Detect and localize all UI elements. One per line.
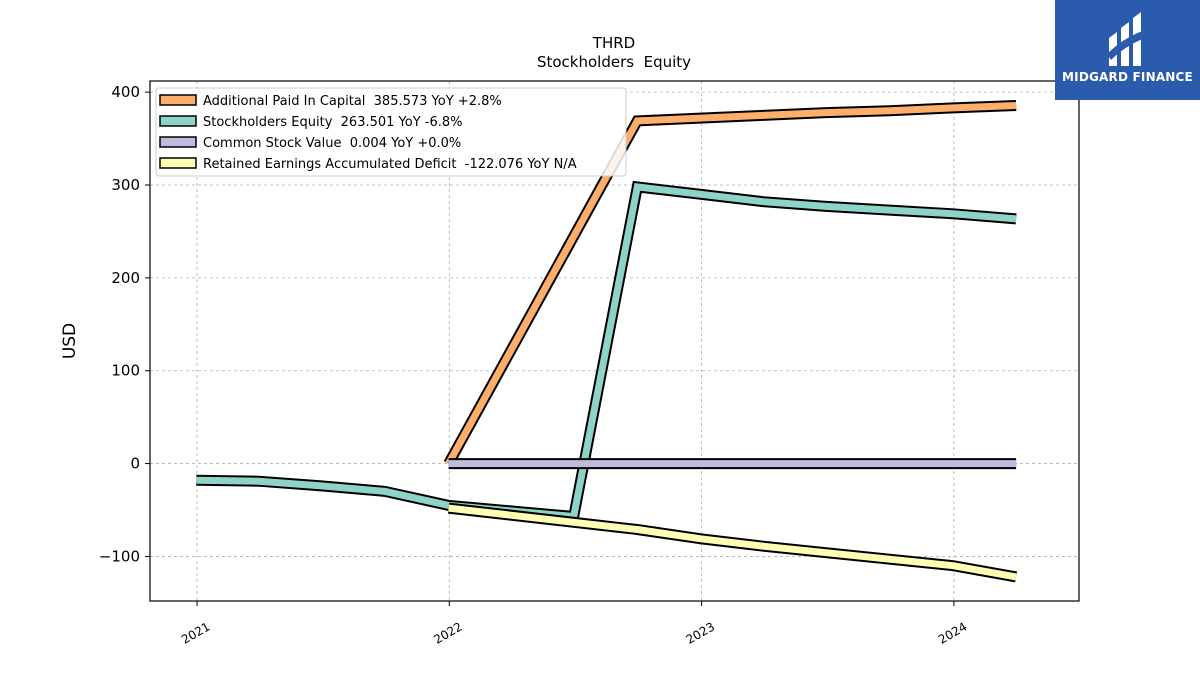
- legend-label: Common Stock Value 0.004 YoY +0.0%: [203, 136, 461, 151]
- y-tick-label: 100: [111, 362, 140, 380]
- plot-frame: [149, 80, 1080, 602]
- midgard-logo-icon: [1107, 12, 1145, 66]
- legend-label: Additional Paid In Capital 385.573 YoY +…: [203, 94, 502, 109]
- series-stockholders-equity: [196, 180, 1017, 523]
- series-line: [445, 102, 1017, 466]
- legend-item: Additional Paid In Capital 385.573 YoY +…: [159, 94, 502, 109]
- legend-label: Retained Earnings Accumulated Deficit -1…: [203, 157, 577, 172]
- y-tick-label: 300: [111, 176, 140, 194]
- series-line: [448, 504, 1017, 581]
- legend-swatch: [159, 115, 197, 127]
- y-tick-label: −100: [99, 547, 140, 565]
- legend-box: [155, 87, 627, 177]
- x-tick-label: 2023: [684, 619, 717, 646]
- y-axis: −100 0 100 200 300 400: [99, 83, 150, 565]
- legend-swatch: [159, 157, 197, 169]
- legend-label: Stockholders Equity 263.501 YoY -6.8%: [203, 115, 463, 130]
- plot-lines: [196, 100, 1018, 583]
- brand-logo: MIDGARD FINANCE: [1055, 0, 1200, 100]
- chart-title: THRD: [592, 34, 635, 52]
- series-additional-paid-in-capital: [443, 100, 1017, 467]
- y-tick-label: 200: [111, 269, 140, 287]
- legend: Additional Paid In Capital 385.573 YoY +…: [155, 87, 627, 177]
- y-tick-label: 0: [130, 455, 140, 473]
- y-axis-label: USD: [60, 323, 80, 359]
- logo-text: MIDGARD FINANCE: [1062, 70, 1193, 84]
- legend-item: Stockholders Equity 263.501 YoY -6.8%: [159, 115, 463, 130]
- x-tick-label: 2024: [936, 619, 969, 646]
- legend-swatch: [159, 94, 197, 106]
- x-tick-label: 2021: [179, 619, 212, 646]
- y-tick-label: 400: [111, 83, 140, 101]
- x-axis: 2021 2022 2023 2024: [179, 601, 969, 647]
- x-tick-label: 2022: [431, 619, 464, 646]
- chart-subtitle: Stockholders Equity: [537, 53, 691, 71]
- series-line: [196, 183, 1017, 521]
- legend-item: Retained Earnings Accumulated Deficit -1…: [159, 157, 577, 172]
- series-retained-earnings-accumulated-deficit: [447, 502, 1018, 583]
- legend-item: Common Stock Value 0.004 YoY +0.0%: [159, 136, 461, 151]
- legend-swatch: [159, 136, 197, 148]
